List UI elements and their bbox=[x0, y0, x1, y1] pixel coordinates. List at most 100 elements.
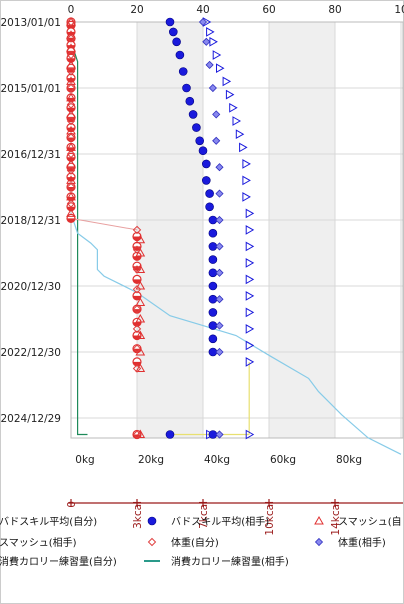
x-top-tick-label: 60 bbox=[262, 4, 275, 16]
series-1-point bbox=[195, 136, 204, 146]
y-tick-label: 2016/12/31 bbox=[0, 149, 61, 161]
series-0-point-fill bbox=[133, 246, 141, 251]
series-3-point bbox=[242, 175, 251, 186]
x-top-tick-label: 40 bbox=[196, 4, 209, 16]
series-4-point bbox=[132, 304, 142, 314]
series-1-point bbox=[205, 189, 214, 198]
series-3-point bbox=[245, 291, 255, 301]
series-4-point bbox=[132, 324, 142, 334]
series-0-point-fill bbox=[67, 218, 75, 223]
series-4-point bbox=[66, 166, 76, 175]
series-1-point bbox=[165, 430, 175, 439]
legend-label-0: バドスキル平均(自分) bbox=[0, 515, 97, 528]
series-1-point bbox=[208, 334, 218, 344]
x-weight-tick-label: 40kg bbox=[204, 454, 230, 466]
series-5-point bbox=[215, 268, 224, 277]
series-2-point bbox=[66, 208, 76, 217]
legend-label-2: スマッシュ(自 bbox=[338, 515, 402, 528]
series-4-point bbox=[66, 100, 76, 109]
series-3-point bbox=[206, 27, 215, 37]
series-0-point-fill bbox=[67, 117, 75, 122]
plot-border bbox=[70, 21, 404, 439]
series-5-point bbox=[215, 242, 224, 251]
series-1-point bbox=[185, 96, 195, 106]
x-top-tick-label: 0 bbox=[68, 4, 75, 16]
series-2-point bbox=[66, 30, 76, 39]
series-5-point bbox=[215, 295, 224, 304]
series-3-point bbox=[245, 340, 255, 351]
series-0-point-fill bbox=[133, 361, 141, 366]
series-2-point bbox=[135, 297, 146, 306]
x-top-tick-label: 20 bbox=[130, 4, 143, 16]
kcal-tick-label: 3kcal bbox=[132, 501, 144, 529]
series-5-point bbox=[215, 163, 224, 172]
series-5-point bbox=[198, 17, 208, 27]
series-1-point bbox=[208, 255, 218, 264]
series-2-point bbox=[135, 330, 146, 339]
series-2-point bbox=[135, 363, 146, 372]
series-4-point bbox=[66, 17, 76, 27]
y-tick-label: 2024/12/29 bbox=[0, 413, 61, 425]
series-4-point bbox=[66, 34, 76, 43]
series-4-point bbox=[66, 116, 76, 126]
kcal-tick-label: 14kcal bbox=[330, 501, 342, 536]
series-1-point bbox=[208, 228, 218, 238]
series-5-point bbox=[215, 321, 224, 330]
series-4-point bbox=[132, 225, 142, 235]
series-3-point bbox=[242, 159, 251, 169]
x-top-tick-label: 10 bbox=[394, 4, 404, 16]
y-tick-label: 2022/12/30 bbox=[0, 347, 61, 359]
series-1-point bbox=[169, 27, 178, 37]
series-5-point bbox=[202, 37, 211, 46]
series-1-point bbox=[175, 50, 185, 60]
x-weight-tick-label: 20kg bbox=[138, 454, 164, 466]
series-4-point bbox=[66, 149, 76, 159]
x-weight-tick-label: 0kg bbox=[75, 454, 94, 466]
series-3-point bbox=[245, 324, 255, 334]
legend-label-5: 体重(相手) bbox=[338, 536, 386, 549]
series-5-point bbox=[208, 83, 217, 93]
series-1-point bbox=[188, 110, 198, 119]
series-1-point bbox=[208, 308, 218, 317]
series-0-point-fill bbox=[133, 295, 141, 300]
series-3-point bbox=[245, 274, 255, 285]
series-3-point bbox=[245, 307, 255, 318]
x-top-tick-label: 80 bbox=[328, 4, 341, 16]
series-1-point bbox=[192, 123, 201, 132]
series-3-point bbox=[209, 36, 218, 47]
self-transition-line bbox=[70, 217, 138, 231]
kcal-tick-label: 0 bbox=[66, 501, 78, 508]
series-1-point bbox=[172, 37, 181, 47]
series-3-point bbox=[229, 102, 238, 113]
series-4-point bbox=[66, 83, 76, 93]
legend-label-6: 消費カロリー練習量(自分) bbox=[0, 555, 117, 568]
legend-marker-4 bbox=[147, 537, 157, 547]
series-line-6 bbox=[70, 21, 88, 436]
series-5-point bbox=[215, 347, 224, 357]
series-4-point bbox=[132, 364, 142, 373]
y-tick-label: 2018/12/31 bbox=[0, 215, 61, 227]
series-5-point bbox=[212, 110, 221, 119]
x-weight-tick-label: 80kg bbox=[336, 454, 362, 466]
y-tick-label: 2013/01/01 bbox=[0, 17, 61, 29]
kcal-tick-label: 10kcal bbox=[264, 501, 276, 536]
shaded-band-0 bbox=[137, 22, 203, 438]
series-4-point bbox=[132, 344, 142, 353]
series-3-point bbox=[235, 129, 245, 140]
legend-label-3: スマッシュ(相手) bbox=[0, 536, 77, 549]
series-3-point bbox=[245, 258, 255, 268]
series-1-point bbox=[202, 159, 211, 169]
x-weight-tick-label: 60kg bbox=[270, 454, 296, 466]
series-3-point bbox=[212, 50, 222, 60]
series-3-point bbox=[245, 208, 255, 219]
series-4-point bbox=[66, 182, 76, 192]
legend-marker-5 bbox=[314, 537, 324, 547]
series-2-point bbox=[135, 429, 146, 438]
legend-marker-2 bbox=[314, 515, 324, 525]
series-3-point bbox=[245, 241, 255, 252]
series-3-point bbox=[245, 429, 255, 440]
series-5-point bbox=[215, 430, 224, 439]
series-0-point-fill bbox=[67, 167, 75, 172]
